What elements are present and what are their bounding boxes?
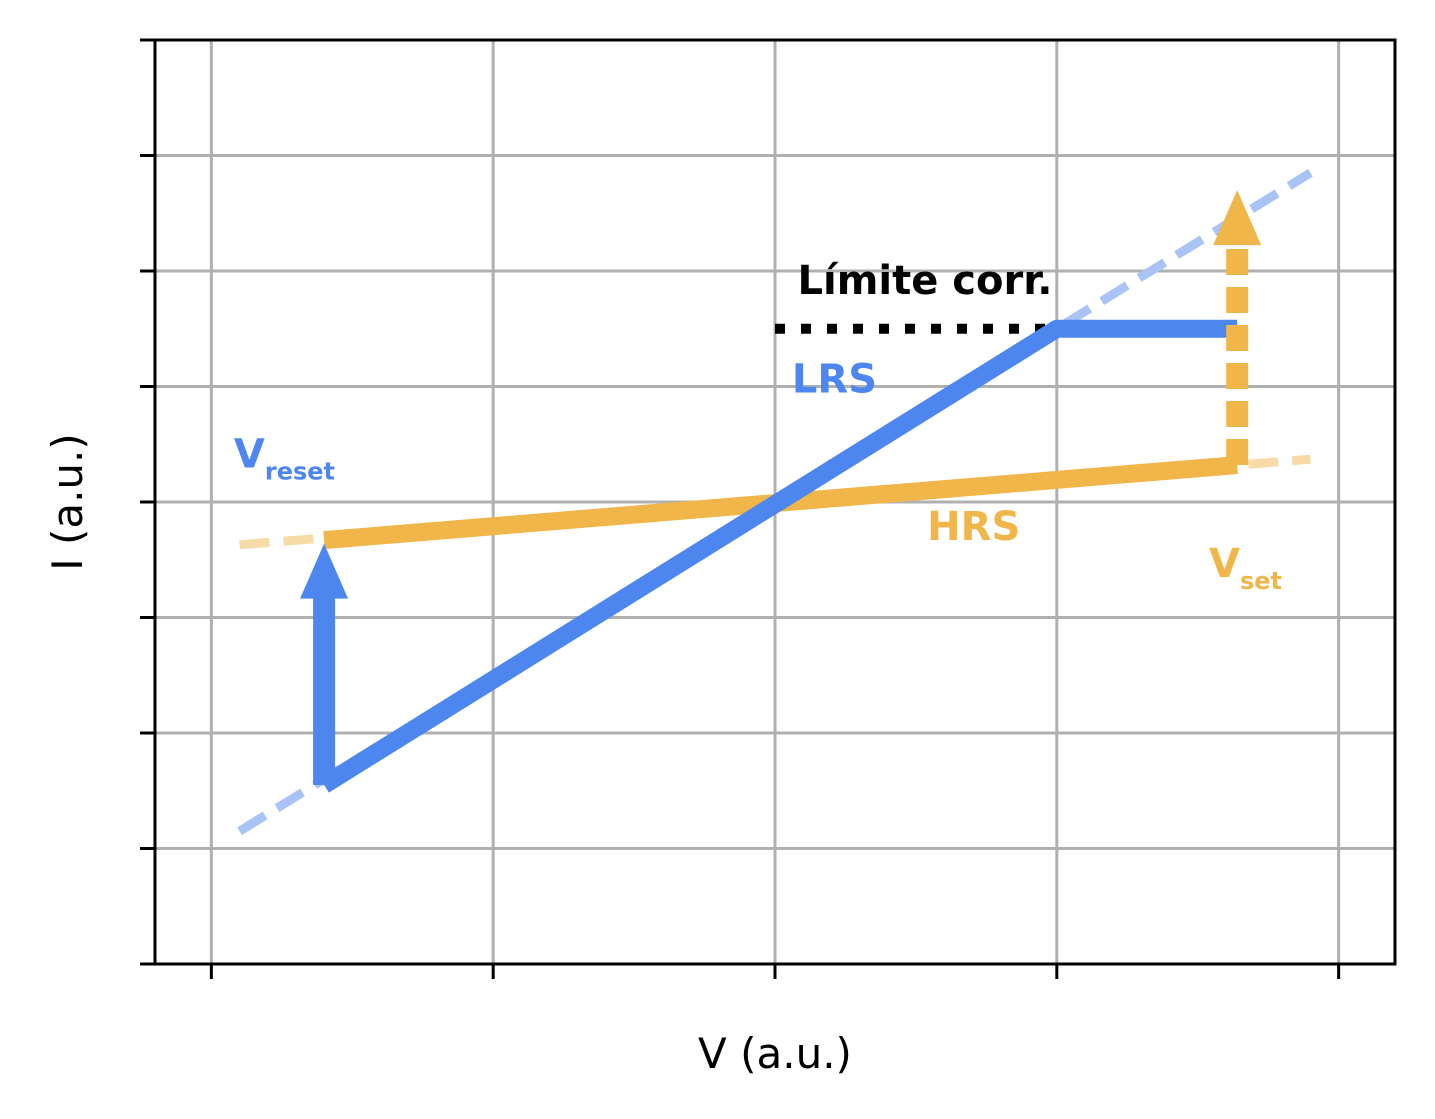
annotation-3: Vreset [234, 431, 335, 485]
arrows-layer [300, 190, 1262, 785]
annotation-2: HRS [927, 504, 1020, 550]
series-layer [237, 168, 1313, 836]
series-lrs-line [319, 319, 1238, 793]
annotation-0: Límite corr. [798, 258, 1053, 304]
arrow-head-1 [1213, 190, 1262, 246]
annotation-4-subscript: set [1240, 567, 1282, 595]
annotation-1: LRS [792, 356, 877, 402]
y-axis-label: I (a.u.) [43, 433, 92, 571]
arrow-head-0 [300, 543, 349, 599]
plot-frame [153, 38, 1397, 966]
ticks-layer [140, 38, 1341, 979]
annotation-3-subscript: reset [265, 457, 335, 485]
annotation-4: Vset [1209, 541, 1282, 595]
x-axis-label: V (a.u.) [698, 1029, 852, 1078]
annotation-layer: Límite corr. LRS HRS Vreset Vset [234, 258, 1282, 595]
